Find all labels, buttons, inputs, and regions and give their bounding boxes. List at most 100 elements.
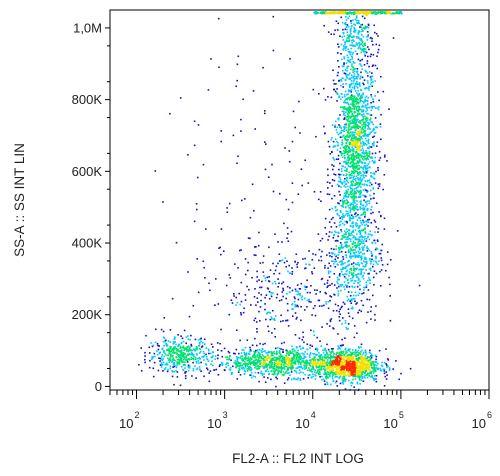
- data-point: [271, 358, 273, 360]
- data-point: [374, 361, 377, 363]
- data-point: [355, 222, 357, 224]
- data-point: [366, 133, 369, 136]
- data-point: [364, 167, 367, 169]
- data-point: [353, 108, 356, 110]
- data-point: [365, 353, 368, 355]
- data-point: [336, 74, 339, 77]
- data-point: [339, 273, 341, 275]
- data-point: [370, 250, 373, 253]
- data-point: [330, 365, 333, 367]
- data-point: [340, 131, 342, 134]
- data-point: [207, 348, 210, 351]
- data-point: [323, 373, 325, 376]
- data-point: [349, 240, 352, 243]
- data-point: [353, 96, 355, 99]
- data-point: [337, 43, 339, 45]
- data-point: [360, 207, 363, 210]
- data-point: [358, 145, 360, 147]
- data-point: [360, 149, 362, 151]
- data-point: [328, 325, 331, 327]
- data-point: [375, 374, 378, 377]
- data-point: [332, 374, 335, 376]
- data-point: [314, 369, 317, 372]
- data-point: [344, 199, 346, 202]
- data-point: [343, 286, 345, 288]
- data-point: [182, 368, 184, 371]
- data-point: [341, 199, 344, 201]
- data-point: [344, 78, 347, 81]
- data-point: [361, 355, 363, 357]
- data-point: [360, 71, 362, 74]
- data-point: [354, 119, 356, 122]
- data-point: [354, 355, 357, 357]
- data-point: [332, 363, 335, 365]
- data-point: [280, 348, 282, 350]
- data-point: [283, 359, 286, 362]
- data-point: [297, 377, 299, 379]
- data-point: [360, 358, 362, 361]
- data-point: [318, 299, 321, 302]
- data-point: [365, 150, 367, 152]
- data-point: [347, 193, 350, 196]
- data-point: [350, 307, 353, 310]
- data-point: [360, 131, 363, 134]
- data-point: [343, 376, 346, 378]
- data-point: [353, 23, 355, 25]
- data-point: [327, 356, 329, 359]
- data-point: [310, 362, 312, 364]
- data-point: [368, 48, 370, 51]
- data-point: [255, 246, 257, 248]
- data-point: [300, 348, 302, 350]
- data-point: [326, 372, 328, 375]
- data-point: [327, 373, 330, 376]
- data-point: [345, 210, 348, 213]
- data-point: [167, 348, 170, 350]
- data-point: [351, 154, 353, 157]
- data-point: [335, 231, 337, 234]
- data-point: [354, 378, 357, 380]
- data-point: [264, 350, 266, 352]
- data-point: [301, 339, 304, 341]
- data-point: [363, 166, 365, 168]
- data-point: [331, 282, 333, 285]
- data-point: [345, 378, 347, 381]
- data-point: [385, 269, 387, 272]
- data-point: [372, 260, 375, 262]
- data-point: [291, 267, 293, 269]
- data-point: [321, 356, 324, 358]
- data-point: [159, 357, 162, 360]
- data-point: [359, 238, 361, 241]
- data-point: [348, 132, 351, 135]
- data-point: [361, 240, 363, 243]
- data-point: [356, 285, 359, 288]
- data-point: [244, 358, 247, 361]
- data-point: [344, 160, 346, 163]
- data-point: [267, 357, 269, 359]
- data-point: [354, 215, 357, 218]
- data-point: [308, 298, 310, 301]
- data-point: [203, 359, 205, 361]
- data-point: [338, 185, 340, 187]
- data-point: [352, 298, 355, 300]
- data-point: [266, 366, 268, 369]
- data-point: [368, 277, 370, 279]
- data-point: [301, 360, 304, 362]
- data-point: [341, 142, 344, 145]
- data-point: [374, 319, 376, 321]
- data-point: [341, 65, 344, 68]
- data-point: [349, 357, 351, 360]
- data-point: [186, 358, 189, 361]
- data-point: [346, 65, 349, 68]
- data-point: [144, 361, 146, 364]
- data-point: [368, 298, 371, 301]
- data-point: [328, 365, 330, 367]
- data-point: [367, 142, 369, 144]
- data-point: [354, 364, 356, 366]
- data-point: [363, 142, 365, 144]
- data-point: [344, 137, 347, 140]
- data-point: [178, 360, 180, 362]
- data-point: [345, 202, 348, 205]
- data-point: [360, 273, 362, 276]
- data-point: [342, 130, 344, 132]
- data-point: [354, 121, 357, 124]
